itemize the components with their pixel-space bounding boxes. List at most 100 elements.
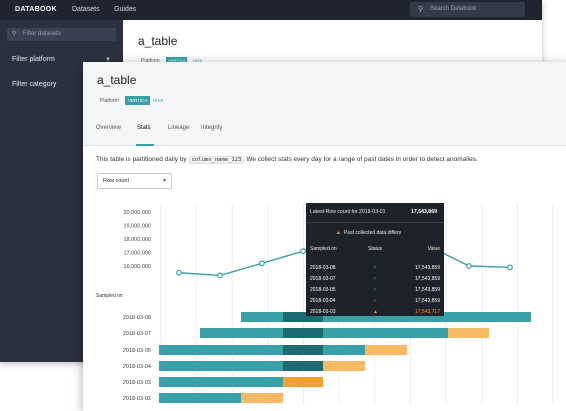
top-navbar: DATABOOK Datasets Guides ⚲ Search Databo… — [0, 0, 542, 20]
search-placeholder: Search Databook — [430, 6, 477, 12]
tooltip-title-value: 17,543,869 — [411, 209, 437, 215]
sample-bar — [283, 377, 323, 387]
sampled-on-bars — [159, 312, 531, 403]
description-text-before: This table is partitioned daily by — [96, 156, 187, 163]
sample-bar — [159, 377, 283, 387]
search-input[interactable]: ⚲ Search Databook — [410, 2, 525, 17]
sampled-on-date-label: 2018-03-07 — [123, 331, 151, 337]
tooltip-title: Latest Row count for 2018-03-01 — [310, 209, 386, 215]
metric-select[interactable]: Row count ▼ — [97, 173, 172, 189]
active-tab-indicator — [136, 144, 154, 146]
tooltip-row-date: 2018-03-04 — [310, 298, 336, 304]
description-text-after: We collect stats every day for a range o… — [246, 156, 478, 163]
tab-lineage[interactable]: Lineage — [168, 125, 190, 131]
nav-guides[interactable]: Guides — [114, 6, 137, 13]
tooltip-row: 2018-03-08 ✓ 17,543,859 — [306, 265, 444, 276]
sample-bar — [159, 345, 283, 355]
sample-bar — [448, 328, 489, 338]
col-sampled-on: Sampled on — [310, 246, 337, 252]
nav-datasets[interactable]: Datasets — [72, 6, 100, 13]
tooltip-warning-text: Past collected data differs — [343, 230, 402, 236]
tooltip-row-date: 2018-03-05 — [310, 287, 336, 293]
tooltip-row-value: 17,543,859 — [414, 265, 440, 271]
search-icon: ⚲ — [12, 31, 17, 37]
sampled-on-date-label: 2018-03-08 — [123, 315, 151, 321]
sample-bar — [241, 393, 283, 403]
warning-icon: ▲ — [336, 230, 341, 236]
partition-column-code: column_name_123 — [188, 156, 245, 164]
platform-label: Platform — [100, 98, 119, 104]
chevron-down-icon: ▼ — [162, 178, 167, 184]
sample-bar — [323, 328, 448, 338]
sample-bar — [283, 312, 323, 322]
metric-select-value: Row count — [103, 178, 129, 184]
tooltip-row-value: 17,543,859 — [414, 298, 440, 304]
tooltip-row-value: 17,543,859 — [414, 276, 440, 282]
card-header: a_table Platform VERTICA HIVE Overview S… — [83, 62, 566, 146]
sample-bar — [283, 345, 323, 355]
search-icon: ⚲ — [418, 6, 424, 13]
sample-bar — [159, 393, 241, 403]
tag-hive[interactable]: HIVE — [153, 98, 164, 103]
y-tick-label: 18,000,000 — [123, 237, 151, 243]
table-detail-card: a_table Platform VERTICA HIVE Overview S… — [83, 62, 566, 411]
sample-bar — [241, 312, 283, 322]
tooltip-warning: ▲ Past collected data differs — [336, 230, 401, 236]
col-value: Value — [427, 246, 440, 252]
sampled-on-date-label: 2018-03-02 — [123, 396, 151, 402]
data-point — [507, 264, 513, 271]
filter-datasets-input[interactable]: ⚲ Filter datasets — [7, 28, 116, 41]
filter-placeholder: Filter datasets — [23, 31, 61, 37]
data-point — [300, 248, 306, 255]
warning-icon: ▲ — [373, 309, 378, 315]
y-tick-label: 16,000,000 — [123, 264, 151, 270]
sample-bar — [200, 328, 283, 338]
tooltip-row-value: 17,543,859 — [414, 287, 440, 293]
sampled-on-date-label: 2018-03-03 — [123, 380, 151, 386]
checkmark-icon: ✓ — [373, 276, 378, 282]
chevron-down-icon[interactable]: ▼ — [105, 57, 111, 63]
sample-bar — [283, 328, 323, 338]
checkmark-icon: ✓ — [373, 265, 378, 271]
background-page-title: a_table — [138, 34, 178, 48]
sample-bar — [323, 345, 365, 355]
tooltip-row-value: 17,543,717 — [414, 309, 440, 315]
filter-platform-dropdown[interactable]: Filter platform — [12, 56, 55, 63]
tooltip-row: 2018-03-05 ✓ 17,543,859 — [306, 287, 444, 298]
background-platform-label: Platform — [141, 58, 160, 64]
data-point — [217, 272, 223, 279]
sample-bar — [159, 361, 283, 371]
tooltip-row-date: 2018-03-08 — [310, 265, 336, 271]
tab-overview[interactable]: Overview — [96, 125, 122, 131]
data-point-tooltip: Latest Row count for 2018-03-01 17,543,8… — [306, 203, 444, 316]
stats-description: This table is partitioned daily by column… — [96, 156, 478, 164]
sample-bar — [323, 361, 365, 371]
tooltip-row: 2018-03-03 ▲ 17,543,717 — [306, 309, 444, 320]
tooltip-row-date: 2018-03-07 — [310, 276, 336, 282]
tab-stats[interactable]: Stats — [137, 125, 151, 131]
data-point — [259, 260, 265, 267]
data-point — [176, 269, 182, 276]
sample-bar — [365, 345, 407, 355]
tag-vertica[interactable]: VERTICA — [125, 96, 151, 105]
sampled-on-label: Sampled on — [96, 293, 123, 299]
tooltip-divider — [306, 222, 444, 223]
filter-category-dropdown[interactable]: Filter category — [12, 81, 57, 88]
tooltip-row: 2018-03-07 ✓ 17,543,859 — [306, 276, 444, 287]
y-tick-label: 19,000,000 — [123, 224, 151, 230]
y-axis-ticks: 20,000,000 19,000,000 18,000,000 17,000,000… — [123, 210, 151, 270]
sample-bar — [323, 312, 531, 322]
sampled-on-date-label: 2018-03-05 — [123, 348, 151, 354]
y-tick-label: 17,000,000 — [123, 251, 151, 257]
tab-integrity[interactable]: Integrity — [201, 125, 223, 131]
checkmark-icon: ✓ — [373, 298, 378, 304]
background-tag-vertica: VERTICA — [166, 57, 188, 64]
background-tag-hive: HIVE — [193, 58, 203, 63]
databook-logo[interactable]: DATABOOK — [15, 6, 57, 13]
page-title: a_table — [97, 73, 137, 87]
checkmark-icon: ✓ — [373, 287, 378, 293]
data-point — [466, 263, 472, 269]
tooltip-row: 2018-03-04 ✓ 17,543,859 — [306, 298, 444, 309]
tooltip-row-date: 2018-03-03 — [310, 309, 336, 315]
